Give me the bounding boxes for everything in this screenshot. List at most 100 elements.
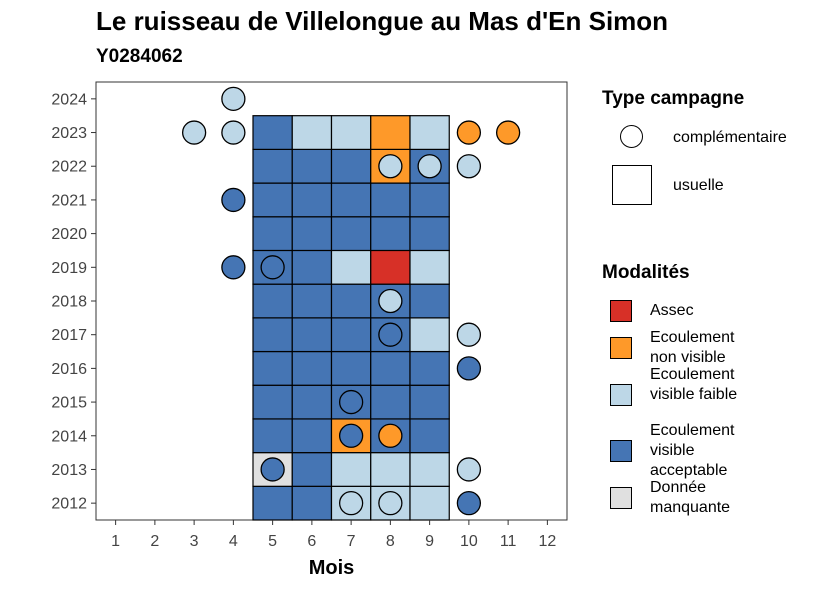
tile-2016-6 <box>291 350 333 386</box>
tile-2018-7 <box>330 283 372 319</box>
point-2017-10 <box>456 322 482 347</box>
tile-2022-6 <box>291 148 333 184</box>
tile-2013-6 <box>291 452 333 487</box>
x-tick-label-1: 1 <box>111 533 120 550</box>
x-tick-label-11: 11 <box>500 533 517 550</box>
y-tick-label-2024: 2024 <box>51 91 87 108</box>
tile-2023-8 <box>370 115 411 150</box>
tile-2016-8 <box>370 350 411 386</box>
tile-2017-6 <box>291 317 333 353</box>
point-2012-7 <box>338 491 364 516</box>
tile-2016-5 <box>252 350 293 386</box>
y-tick-label-2021: 2021 <box>51 192 87 209</box>
x-tick-label-9: 9 <box>425 533 434 550</box>
tile-2023-6 <box>291 115 333 150</box>
x-tick-label-4: 4 <box>229 533 238 550</box>
y-tick-label-2019: 2019 <box>51 260 87 277</box>
y-tick-label-2022: 2022 <box>51 159 87 176</box>
tile-2013-9 <box>409 452 450 487</box>
point-2023-11 <box>495 120 521 145</box>
tile-2020-9 <box>409 216 450 252</box>
chart-title: Le ruisseau de Villelongue au Mas d'En S… <box>96 6 669 36</box>
tile-2015-8 <box>370 384 411 420</box>
tile-2020-6 <box>291 216 333 252</box>
point-2022-8 <box>378 154 403 179</box>
tile-2017-9 <box>409 317 450 353</box>
point-2021-4 <box>221 187 246 213</box>
tile-2020-7 <box>330 216 372 252</box>
point-2014-8 <box>378 423 403 448</box>
legend-label-ecoulement-visible-acceptable: Ecoulement visible acceptable <box>650 422 735 479</box>
tile-2019-6 <box>291 249 333 285</box>
point-2023-4 <box>221 120 246 145</box>
legend-mod-title: Modalités <box>602 262 690 283</box>
legend-swatch-assec <box>610 300 632 322</box>
tile-2012-6 <box>291 485 333 521</box>
point-2019-5 <box>260 255 285 280</box>
tile-2015-9 <box>409 384 450 420</box>
y-tick-label-2016: 2016 <box>51 361 87 378</box>
y-tick-label-2014: 2014 <box>51 428 87 445</box>
point-2024-4 <box>221 86 246 111</box>
tile-2014-6 <box>291 418 333 454</box>
point-2013-5 <box>260 457 285 482</box>
legend-swatch-ecoulement-visible-acceptable <box>610 440 632 462</box>
tile-2013-8 <box>370 452 411 487</box>
tile-2018-6 <box>291 283 333 319</box>
tile-2022-5 <box>252 148 293 184</box>
y-tick-label-2020: 2020 <box>51 226 87 243</box>
x-tick-label-7: 7 <box>347 533 356 550</box>
legend-label-ecoulement-non-visible: Ecoulement non visible <box>650 329 735 366</box>
point-2012-8 <box>378 491 403 516</box>
chart-subtitle: Y0284062 <box>96 46 183 67</box>
x-axis-title: Mois <box>309 557 355 579</box>
point-2018-8 <box>378 288 403 314</box>
legend-label-donnee-manquante: Donnée manquante <box>650 479 731 516</box>
tile-2019-8 <box>370 249 411 285</box>
tile-2012-9 <box>409 485 450 521</box>
tile-2020-8 <box>370 216 411 252</box>
point-2022-9 <box>417 154 442 179</box>
tile-2023-7 <box>330 115 372 150</box>
tile-2023-9 <box>409 115 450 150</box>
tile-2023-5 <box>252 115 293 150</box>
tile-2018-5 <box>252 283 293 319</box>
y-tick-label-2015: 2015 <box>51 395 87 412</box>
x-tick-label-6: 6 <box>307 533 316 550</box>
tile-2020-5 <box>252 216 293 252</box>
tile-2021-7 <box>330 182 372 218</box>
x-tick-label-8: 8 <box>386 533 395 550</box>
point-2013-10 <box>456 457 482 482</box>
legend-label-ecoulement-visible-faible: Ecoulement visible faible <box>650 366 738 403</box>
legend-type-usuelle-label: usuelle <box>673 177 724 194</box>
x-tick-label-5: 5 <box>268 533 277 550</box>
tile-2019-7 <box>330 249 372 285</box>
point-2023-10 <box>456 120 482 145</box>
legend-type-title: Type campagne <box>602 88 745 109</box>
legend-swatch-ecoulement-non-visible <box>610 337 632 359</box>
tile-2014-5 <box>252 418 293 454</box>
legend-type-square-symbol <box>612 165 652 205</box>
tile-2012-5 <box>252 485 293 521</box>
point-2015-7 <box>338 389 364 415</box>
legend-swatch-ecoulement-visible-faible <box>610 384 632 406</box>
tile-2017-5 <box>252 317 293 353</box>
tile-2014-9 <box>409 418 450 454</box>
x-tick-label-10: 10 <box>460 533 478 550</box>
tile-2022-7 <box>330 148 372 184</box>
x-tick-label-3: 3 <box>190 533 199 550</box>
y-tick-label-2023: 2023 <box>51 125 87 142</box>
tile-2017-7 <box>330 317 372 353</box>
point-2014-7 <box>338 423 364 448</box>
legend-swatch-donnee-manquante <box>610 487 632 509</box>
y-tick-label-2018: 2018 <box>51 294 87 311</box>
y-tick-label-2017: 2017 <box>51 327 87 344</box>
tile-2016-9 <box>409 350 450 386</box>
legend-type-complementaire-label: complémentaire <box>673 129 787 146</box>
point-2023-3 <box>181 120 207 145</box>
tile-2018-9 <box>409 283 450 319</box>
legend-type-circle-symbol <box>620 125 643 148</box>
tile-2015-6 <box>291 384 333 420</box>
point-2016-10 <box>456 356 482 381</box>
